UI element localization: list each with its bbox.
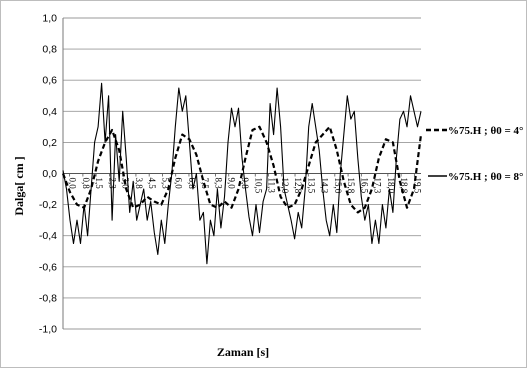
x-tick-label: 6,0 <box>174 178 184 190</box>
x-tick-label: 10,5 <box>253 178 263 194</box>
x-tick-label: 17,3 <box>373 178 383 194</box>
y-tick-label: 0,6 <box>42 75 57 87</box>
series-line-2 <box>62 82 422 265</box>
x-tick-label: 0,8 <box>81 178 91 190</box>
x-tick-label: 13,5 <box>306 178 316 194</box>
x-tick-label: 15,8 <box>346 178 356 194</box>
series-lines <box>61 82 423 265</box>
x-tick-label: 4,5 <box>147 178 157 190</box>
y-tick-label: -0,8 <box>39 292 57 304</box>
x-tick-label: 5,3 <box>160 178 170 190</box>
y-tick-label: -0,6 <box>39 261 57 273</box>
y-tick-label: -1,0 <box>39 324 57 336</box>
x-tick-label: 18,0 <box>386 178 396 194</box>
y-tick-label: 0,8 <box>42 44 57 56</box>
legend-label-series-2: %75.H ; θ0 = 8° <box>448 171 523 183</box>
y-tick-label: 1,0 <box>42 13 57 25</box>
legend: %75.H ; θ0 = 4° %75.H ; θ0 = 8° <box>426 125 523 183</box>
x-tick-label: 1,5 <box>94 178 104 190</box>
y-tick-label: -0,2 <box>39 199 57 211</box>
x-tick-label: 15,0 <box>333 178 343 194</box>
y-tick-labels: -1,0 -0,8 -0,6 -0,4 -0,2 0,0 0,2 0,4 0,6 0,8 1,0 <box>39 13 57 336</box>
x-tick-label: 11,3 <box>267 178 277 194</box>
y-axis-title: Dalga[ cm ] <box>12 156 26 215</box>
y-tick-label: 0,4 <box>42 106 57 118</box>
x-axis-title: Zaman [s] <box>217 345 269 359</box>
x-tick-label: 12,8 <box>293 178 303 194</box>
x-tick-label: 9,0 <box>227 178 237 190</box>
x-tick-label: 16,5 <box>359 178 369 194</box>
series-line-1 <box>61 125 423 214</box>
legend-label-series-1: %75.H ; θ0 = 4° <box>448 125 523 137</box>
x-tick-label: 19,5 <box>412 178 422 194</box>
y-tick-label: -0,4 <box>39 230 57 242</box>
x-tick-label: 3,8 <box>134 178 144 190</box>
x-tick-label: 14,3 <box>320 178 330 194</box>
x-tick-label: 12,0 <box>280 178 290 194</box>
y-tick-label: 0,0 <box>42 168 57 180</box>
y-tick-label: 0,2 <box>42 137 57 149</box>
x-tick-label: 2,3 <box>107 178 117 190</box>
x-tick-label: 0,0 <box>68 178 78 190</box>
x-tick-label: 8,3 <box>213 178 223 190</box>
x-tick-label: 7,5 <box>200 178 210 190</box>
x-tick-label: 18,8 <box>399 178 409 194</box>
